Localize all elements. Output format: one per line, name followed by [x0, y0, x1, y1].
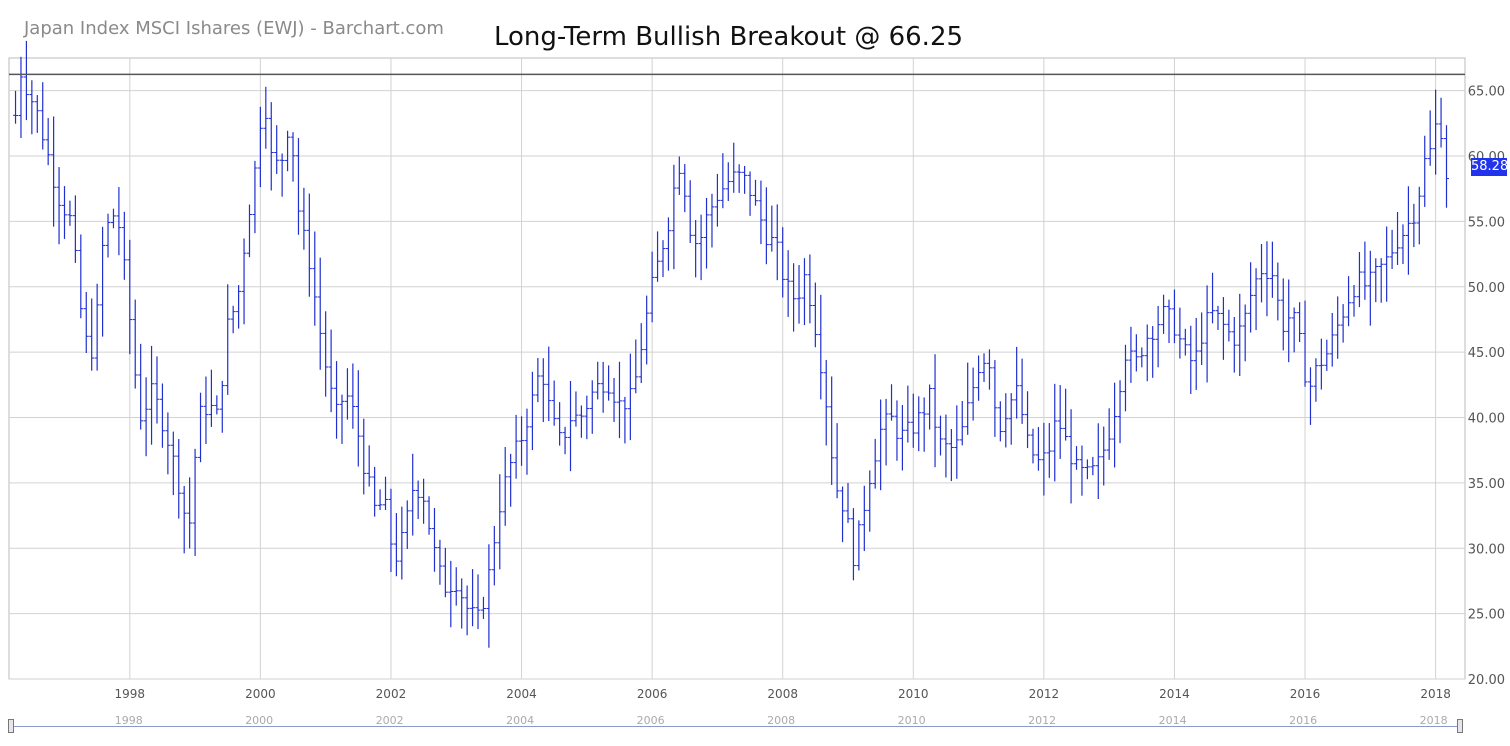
y-tick-label: 30.00 — [1468, 542, 1505, 557]
navigator-year-label: 2016 — [1289, 714, 1318, 727]
x-tick-label: 2010 — [898, 687, 929, 701]
x-tick-label: 2006 — [637, 687, 668, 701]
ohlc-bars — [13, 40, 1450, 648]
navigator-line — [8, 726, 1463, 727]
chart-headline: Long-Term Bullish Breakout @ 66.25 — [494, 22, 964, 52]
navigator-year-label: 2014 — [1158, 714, 1187, 727]
y-tick-label: 25.00 — [1468, 608, 1505, 623]
navigator-right-handle[interactable] — [1457, 719, 1463, 733]
y-tick-label: 55.00 — [1468, 215, 1505, 230]
y-tick-label: 20.00 — [1468, 673, 1505, 688]
navigator-year-label: 2012 — [1028, 714, 1057, 727]
x-tick-labels: 1998 2000 2002 2004 2006 2008 2010 2012 2014 2016… — [115, 687, 1451, 701]
x-tick-label: 2012 — [1029, 687, 1060, 701]
navigator-year-label: 2018 — [1419, 714, 1448, 727]
x-tick-label: 2000 — [245, 687, 276, 701]
time-navigator[interactable]: 1998 2000 2002 2004 2006 2008 2010 2012 2014 2016… — [8, 714, 1463, 735]
last-price-badge: 58.28 — [1471, 158, 1509, 176]
y-tick-label: 40.00 — [1468, 412, 1505, 427]
navigator-year-label: 2000 — [245, 714, 274, 727]
navigator-year-label: 2010 — [897, 714, 926, 727]
navigator-year-label: 2008 — [767, 714, 796, 727]
navigator-year-label: 2002 — [375, 714, 404, 727]
x-tick-label: 2014 — [1159, 687, 1190, 701]
navigator-year-label: 1998 — [114, 714, 143, 727]
y-tick-label: 45.00 — [1468, 346, 1505, 361]
x-tick-label: 2004 — [506, 687, 537, 701]
navigator-year-label: 2004 — [506, 714, 535, 727]
x-tick-label: 2002 — [376, 687, 407, 701]
y-tick-label: 35.00 — [1468, 477, 1505, 492]
x-tick-label: 2018 — [1420, 687, 1451, 701]
x-tick-label: 1998 — [115, 687, 146, 701]
y-tick-labels: 65.0060.0055.0050.0045.0040.0035.0030.00… — [1468, 85, 1505, 688]
navigator-year-label: 2006 — [636, 714, 665, 727]
x-tick-label: 2008 — [767, 687, 798, 701]
navigator-left-handle[interactable] — [8, 719, 14, 733]
source-label: Japan Index MSCI Ishares (EWJ) - Barchar… — [24, 18, 444, 39]
x-tick-label: 2016 — [1290, 687, 1321, 701]
y-gridlines — [9, 90, 1465, 680]
y-tick-label: 50.00 — [1468, 281, 1505, 296]
y-tick-label: 65.00 — [1468, 85, 1505, 100]
